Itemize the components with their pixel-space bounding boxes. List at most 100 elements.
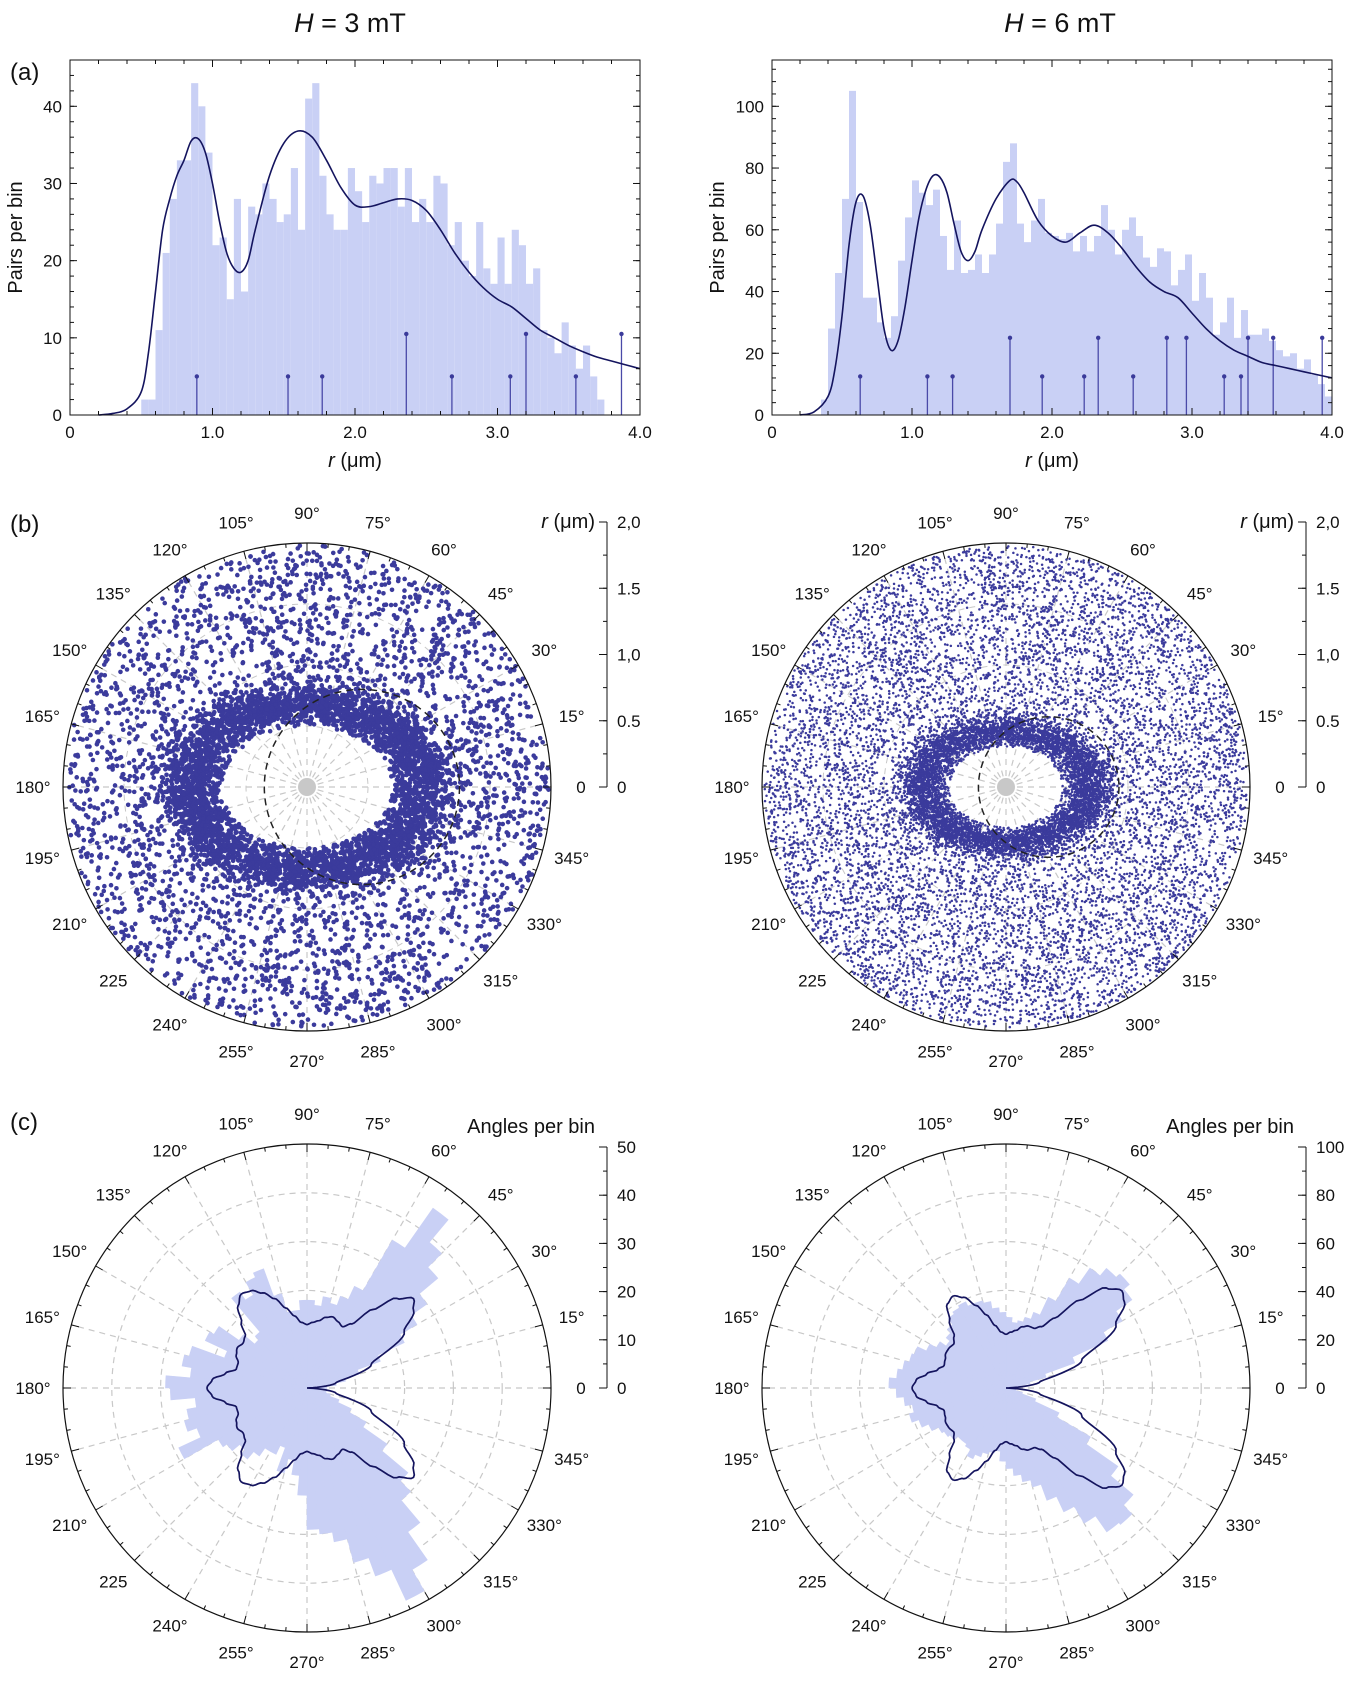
hist-bar xyxy=(583,346,590,415)
scatter-point xyxy=(112,867,117,872)
hist-bar xyxy=(1283,356,1290,415)
scatter-point xyxy=(510,737,515,742)
scatter-point xyxy=(357,977,362,982)
hist-bar xyxy=(448,245,455,415)
stem-marker xyxy=(1239,374,1243,378)
scatter-point xyxy=(470,946,475,951)
scatter-point xyxy=(432,724,437,729)
scatter-point xyxy=(444,953,449,958)
scatter-point xyxy=(306,911,311,916)
scatter-point xyxy=(86,815,91,820)
scatter-point xyxy=(236,596,241,601)
scatter-point xyxy=(463,894,468,899)
hist-bar xyxy=(213,245,220,415)
scatter-point xyxy=(133,922,138,927)
hist-bar xyxy=(362,222,369,415)
scatter-point xyxy=(157,853,162,858)
hist-bar xyxy=(419,199,426,415)
scatter-point xyxy=(482,845,487,850)
hist-bar xyxy=(1010,143,1017,415)
scatter-point xyxy=(306,657,311,662)
scatter-point xyxy=(235,614,240,619)
scatter-point xyxy=(415,898,420,903)
scatter-point xyxy=(478,771,483,776)
scatter-point xyxy=(407,916,412,921)
scatter-point xyxy=(367,741,372,746)
scatter-point xyxy=(150,915,155,920)
scatter-point xyxy=(398,607,403,612)
scatter-point xyxy=(445,590,450,595)
hist-bar xyxy=(1164,251,1171,415)
scatter-point xyxy=(132,774,137,779)
hist-bar xyxy=(975,254,982,415)
scatter-point xyxy=(148,882,153,887)
scatter-point xyxy=(297,618,302,623)
scatter-point xyxy=(432,987,437,992)
scatter-point xyxy=(482,933,487,938)
scatter-point xyxy=(462,709,467,714)
scatter-point xyxy=(483,889,488,894)
scatter-point xyxy=(421,816,426,821)
scatter-point xyxy=(86,882,91,887)
scatter-point xyxy=(375,662,380,667)
scatter-point xyxy=(243,977,248,982)
scatter-point xyxy=(401,859,406,864)
scatter-point xyxy=(140,647,145,652)
hist-bar xyxy=(1073,251,1080,415)
scatter-point xyxy=(336,596,341,601)
scatter-point xyxy=(152,709,157,714)
scatter-point xyxy=(396,705,401,710)
scatter-point xyxy=(367,967,372,972)
scatter-point xyxy=(396,907,401,912)
scatter-point xyxy=(489,761,494,766)
scatter-point xyxy=(467,820,472,825)
scatter-point xyxy=(94,670,99,675)
scatter-point xyxy=(406,604,411,609)
scatter-point xyxy=(402,904,407,909)
scatter-point xyxy=(511,692,516,697)
hist-bar xyxy=(877,322,884,415)
scatter-point xyxy=(151,633,156,638)
scatter-point xyxy=(378,674,383,679)
stem-marker xyxy=(925,374,929,378)
x-axis-label-unit: (μm) xyxy=(335,450,382,472)
scatter-point xyxy=(237,561,242,566)
scatter-point xyxy=(270,1022,275,1027)
scatter-point xyxy=(479,854,484,859)
scatter-point xyxy=(524,766,529,771)
scatter-point xyxy=(318,587,323,592)
hist-bar xyxy=(891,316,898,415)
scatter-point xyxy=(494,878,499,883)
scatter-point xyxy=(250,963,255,968)
scatter-point xyxy=(540,740,545,745)
scatter-point xyxy=(261,632,266,637)
hist-bar xyxy=(1031,221,1038,415)
scatter-point xyxy=(132,685,137,690)
scatter-point xyxy=(74,775,79,780)
scatter-point xyxy=(405,892,410,897)
scatter-point xyxy=(108,814,113,819)
scatter-point xyxy=(343,569,348,574)
scatter-point xyxy=(463,669,468,674)
scatter-point xyxy=(196,608,201,613)
scatter-point xyxy=(247,737,252,742)
scatter-point xyxy=(348,586,353,591)
scatter-point xyxy=(393,603,398,608)
scatter-point xyxy=(471,845,476,850)
scatter-point xyxy=(523,755,528,760)
scatter-point xyxy=(495,832,500,837)
scatter-point xyxy=(235,573,240,578)
scatter-point xyxy=(439,599,444,604)
scatter-point xyxy=(318,913,323,918)
scatter-point xyxy=(105,855,110,860)
scatter-point xyxy=(426,874,431,879)
scatter-point xyxy=(325,971,330,976)
scatter-point xyxy=(149,967,154,972)
scatter-point xyxy=(427,949,432,954)
scatter-point xyxy=(330,657,335,662)
scatter-point xyxy=(531,753,536,758)
scatter-point xyxy=(170,855,175,860)
scatter-point xyxy=(191,698,196,703)
scatter-point xyxy=(314,617,319,622)
scatter-point xyxy=(191,645,196,650)
